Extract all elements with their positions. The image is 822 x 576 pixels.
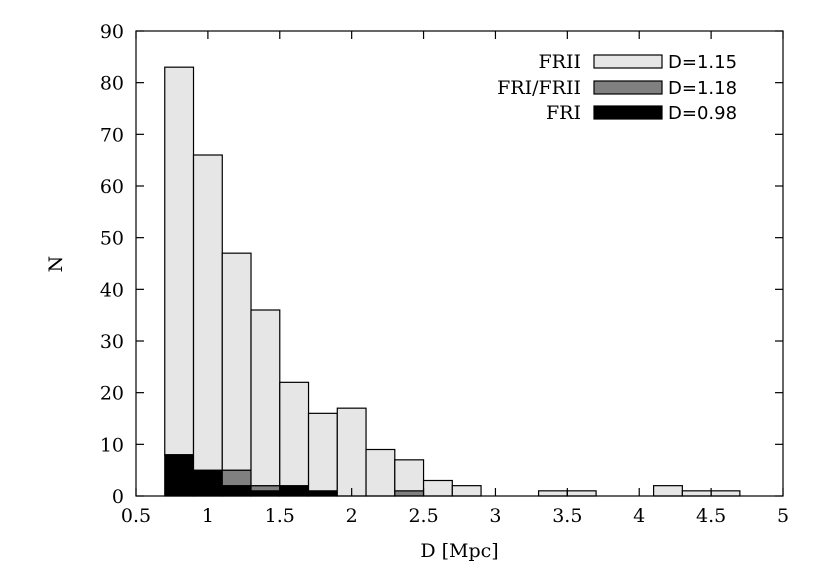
x-tick-label-9: 5 [777,505,789,527]
legend-swatch-fri [593,105,663,120]
y-tick-label-6: 60 [100,176,124,198]
bar-frii-3 [250,309,281,487]
bar-frii-17 [652,485,683,497]
bars-layer [164,66,741,497]
legend-label-fri: FRI [546,102,581,124]
y-tick-label-9: 90 [100,21,124,43]
bar-frii-19 [710,490,741,497]
legend-label-fri-frii: FRI/FRII [497,77,581,99]
y-axis-title: N [45,256,67,273]
plot-frame [135,30,784,497]
x-tick-label-0: 0.5 [121,505,151,527]
x-tick-label-5: 3 [489,505,501,527]
x-tick-label-7: 4 [633,505,645,527]
legend: FRII D=1.15 FRI/FRII D=1.18 FRI D=0.98 [497,51,737,124]
x-tick-label-1: 1 [202,505,214,527]
bar-frii-1 [192,154,223,471]
y-tick-label-5: 50 [100,228,124,250]
bar-frii-5 [307,412,338,492]
bar-frii-18 [681,490,712,497]
y-tick-label-1: 10 [100,434,124,456]
x-tick-label-3: 2 [346,505,358,527]
bar-frii-13 [537,490,568,497]
bar-fri-frii-8 [394,490,425,497]
legend-label-frii: FRII [539,51,582,73]
bar-frii-0 [164,66,195,456]
legend-note-frii: D=1.15 [668,52,737,73]
bar-frii-7 [365,448,396,497]
legend-swatch-frii [593,54,663,69]
y-tick-label-2: 20 [100,383,124,405]
bar-frii-8 [394,459,425,492]
bar-frii-14 [566,490,597,497]
bar-fri-0 [164,454,195,497]
bar-frii-4 [279,381,310,487]
x-tick-label-8: 4.5 [696,505,726,527]
bar-frii-9 [422,479,453,497]
bar-fri-3 [250,490,281,497]
y-tick-label-0: 0 [112,486,124,508]
bar-fri-2 [221,485,252,497]
x-tick-label-4: 2.5 [408,505,438,527]
bar-frii-10 [451,485,482,497]
bar-fri-frii-3 [250,485,281,492]
bar-frii-6 [336,407,367,497]
legend-swatch-fri-frii [593,80,663,95]
y-tick-label-4: 40 [100,279,124,301]
x-axis-title: D [Mpc] [420,540,498,562]
x-tick-label-6: 3.5 [552,505,582,527]
bar-fri-5 [307,490,338,497]
legend-note-fri-frii: D=1.18 [668,78,737,99]
x-tick-label-2: 1.5 [265,505,295,527]
bar-fri-frii-2 [221,469,252,487]
bar-frii-2 [221,252,252,471]
y-tick-label-7: 70 [100,124,124,146]
bar-fri-4 [279,485,310,497]
y-tick-label-3: 30 [100,331,124,353]
legend-note-fri: D=0.98 [668,103,737,124]
y-tick-label-8: 80 [100,73,124,95]
